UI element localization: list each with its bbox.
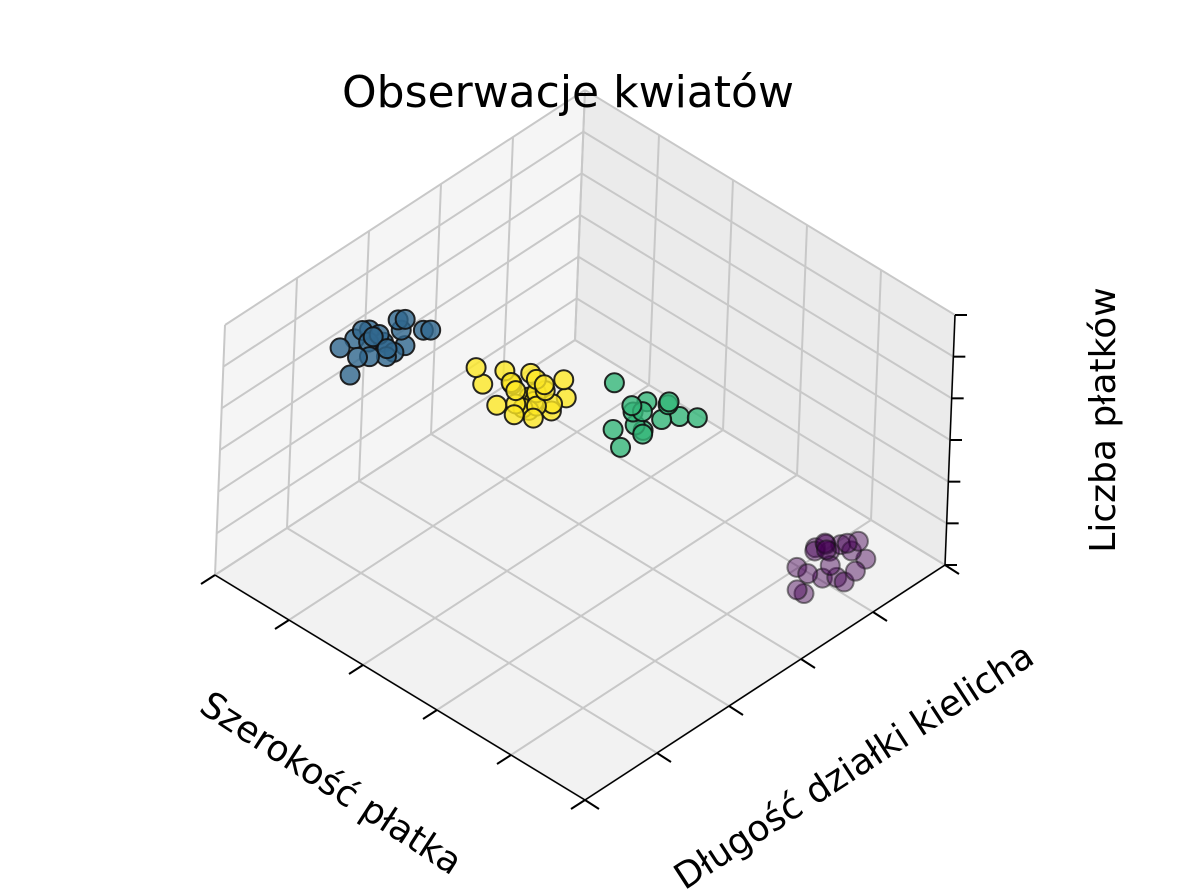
x-tick [496, 754, 512, 765]
y-tick [656, 752, 672, 763]
grid-line [436, 474, 798, 711]
points [329, 308, 877, 605]
point [814, 532, 836, 554]
x-axis-label: Szerokość płatka [193, 684, 469, 883]
point [844, 560, 866, 582]
y-tick [872, 611, 888, 622]
point [376, 338, 398, 360]
grid-line [574, 339, 946, 566]
grid-line [222, 130, 584, 368]
grid-line [358, 480, 730, 707]
point [786, 556, 808, 578]
point [329, 337, 351, 359]
point [797, 563, 819, 585]
grid-line [217, 255, 579, 493]
x-tick [348, 664, 364, 675]
axes [200, 314, 967, 810]
y-tick [944, 564, 960, 575]
grid-line [502, 386, 874, 613]
grid-line [581, 172, 953, 400]
point [465, 357, 487, 379]
grid-line [288, 384, 650, 621]
point [347, 346, 368, 368]
y-tick [728, 705, 744, 716]
point [819, 554, 841, 576]
x-tick [422, 709, 438, 720]
panes [215, 90, 955, 800]
point [602, 419, 624, 440]
point [522, 407, 544, 429]
grid-line [576, 297, 948, 525]
point [362, 326, 384, 348]
point [686, 407, 708, 429]
point [533, 374, 555, 396]
point [420, 319, 442, 341]
grid-line [584, 89, 956, 316]
y-tick [800, 658, 816, 669]
x-axis-line [214, 574, 586, 801]
point [394, 308, 416, 330]
point [603, 372, 625, 394]
grid-line [579, 214, 951, 441]
grid-line [216, 297, 578, 535]
grid-line [224, 89, 586, 326]
point [816, 539, 837, 561]
point [632, 423, 654, 445]
point [503, 404, 525, 426]
point [786, 579, 808, 601]
grid-line [582, 130, 954, 358]
grid-line [430, 433, 802, 660]
point [339, 364, 361, 386]
point [621, 395, 643, 417]
point [836, 532, 858, 554]
chart-title: Obserwacje kwiatów [342, 67, 794, 118]
x-tick [570, 799, 586, 810]
grid-line [286, 527, 658, 754]
x-tick [274, 619, 290, 630]
point [610, 436, 632, 458]
point [553, 369, 575, 391]
point [505, 380, 527, 402]
point [658, 391, 680, 413]
y-axis-line [584, 564, 946, 801]
z-axis-label: Liczba płatków [1083, 287, 1124, 552]
y-tick [584, 799, 600, 810]
point [486, 394, 508, 416]
x-tick [200, 574, 216, 585]
grid-line [362, 429, 724, 666]
grid-line [221, 172, 583, 410]
grid-line [577, 255, 949, 483]
